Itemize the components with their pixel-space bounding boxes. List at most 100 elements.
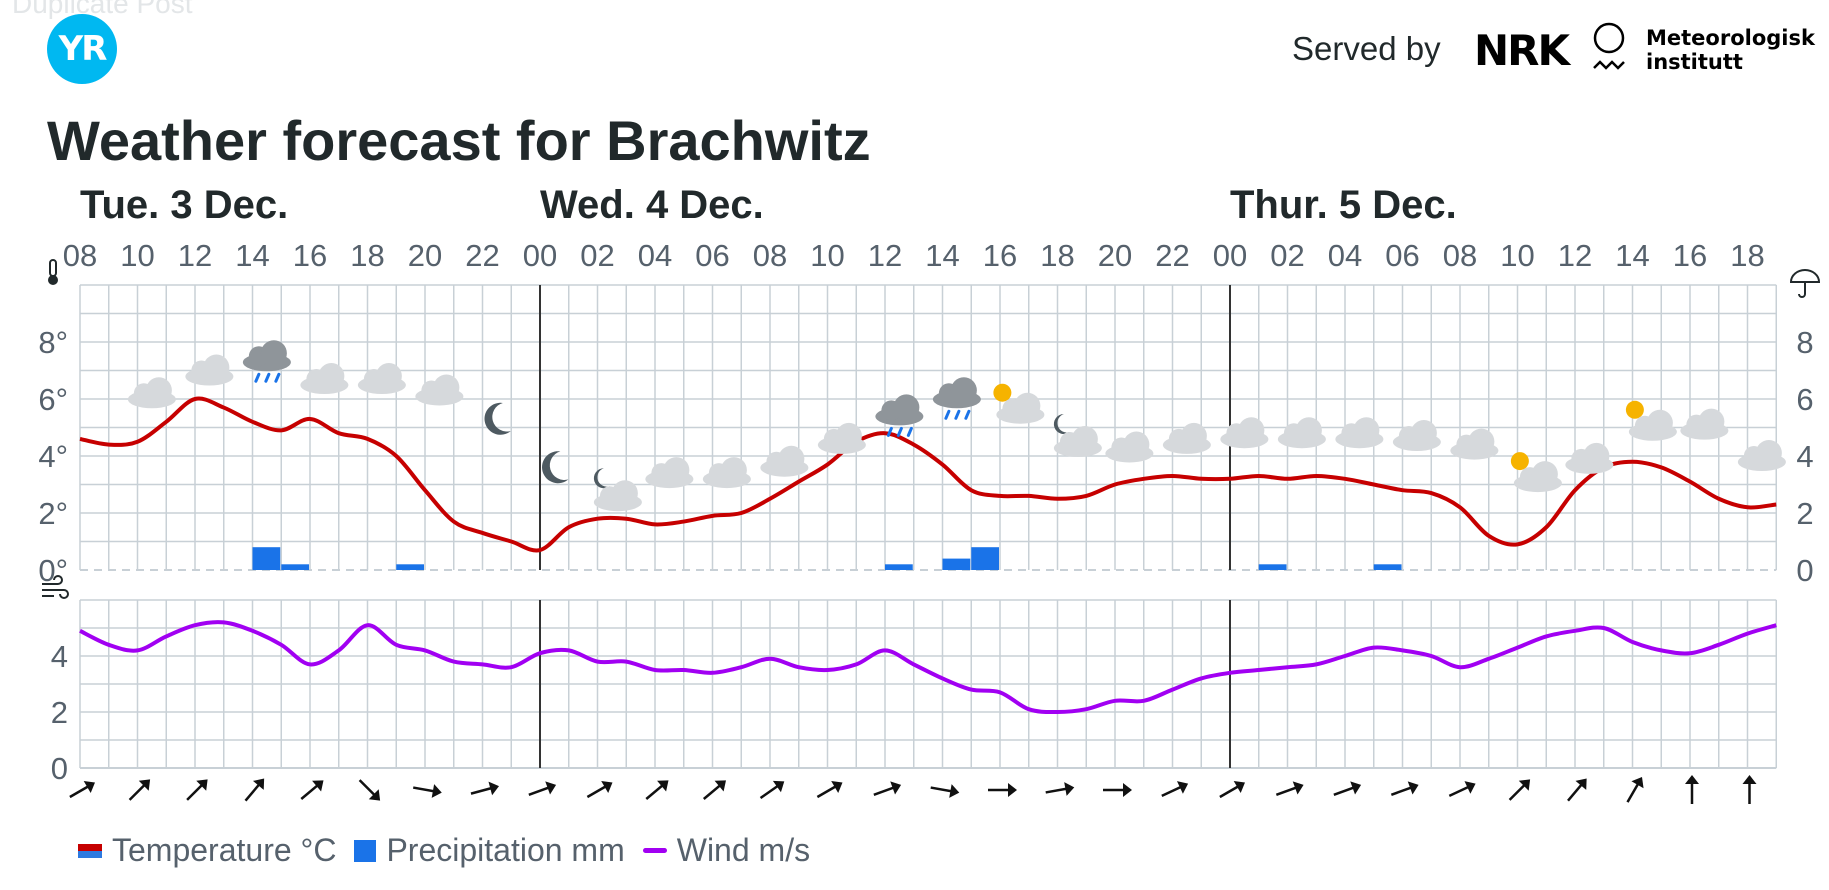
hour-tick-label: 06 [1385, 238, 1419, 273]
moon-icon [484, 402, 511, 435]
hour-tick-label: 18 [1040, 238, 1074, 273]
wind-direction-arrow [358, 779, 381, 801]
wind-direction-arrow [128, 779, 151, 801]
rain-cloud-icon [875, 394, 924, 437]
legend: Temperature °C Precipitation mm Wind m/s [78, 832, 810, 869]
wind-direction-arrow [702, 780, 726, 800]
wind-direction-arrow [1275, 781, 1304, 796]
temperature-tick-label: 0° [38, 553, 68, 588]
rain-cloud-icon [932, 377, 981, 420]
hour-tick-label: 10 [120, 238, 154, 273]
precipitation-bar [1373, 564, 1402, 570]
ghost-text: Duplicate Post [12, 0, 193, 19]
wind-direction-arrow [1448, 781, 1476, 798]
precipitation-tick-label: 0 [1796, 553, 1813, 588]
met-logo-icon[interactable] [1592, 22, 1626, 78]
cloud-icon [415, 374, 464, 406]
cloud-icon [1565, 442, 1614, 474]
nrk-logo[interactable]: NRK [1474, 26, 1570, 75]
precipitation-tick-label: 8 [1796, 325, 1813, 360]
wind-direction-arrow [1685, 775, 1699, 804]
hour-tick-label: 04 [638, 238, 672, 273]
wind-direction-arrow [1161, 781, 1189, 798]
hour-tick-label: 12 [1558, 238, 1592, 273]
legend-precipitation[interactable]: Precipitation mm [354, 832, 625, 869]
legend-precipitation-label: Precipitation mm [386, 832, 625, 868]
precipitation-tick-label: 4 [1796, 439, 1813, 474]
hour-tick-label: 16 [1673, 238, 1707, 273]
wind-tick-label: 0 [51, 751, 68, 786]
wind-direction-arrow [1103, 783, 1132, 797]
partly-sunny-icon [993, 383, 1045, 424]
wind-direction-arrow [528, 781, 557, 796]
yr-logo[interactable]: YR [47, 14, 117, 84]
precipitation-tick-label: 2 [1796, 496, 1813, 531]
day-label: Wed. 4 Dec. [540, 183, 764, 227]
hour-tick-label: 08 [63, 238, 97, 273]
wind-direction-arrow [186, 779, 208, 801]
hour-tick-label: 14 [925, 238, 959, 273]
wind-direction-arrow [1567, 778, 1587, 802]
precipitation-bar [1258, 564, 1287, 570]
wind-direction-arrow [1390, 781, 1419, 796]
cloud-icon [127, 377, 176, 409]
wind-direction-arrow [1626, 777, 1644, 803]
wind-tick-label: 2 [51, 695, 68, 730]
partly-cloudy-night-icon [1053, 414, 1102, 458]
cloud-icon [817, 422, 866, 454]
hour-tick-label: 08 [753, 238, 787, 273]
wind-direction-arrow [930, 784, 960, 798]
hour-tick-label: 18 [350, 238, 384, 273]
temperature-tick-label: 8° [38, 325, 68, 360]
partly-cloudy-night-icon [593, 468, 642, 512]
wind-swatch [642, 848, 667, 853]
hour-tick-label: 00 [523, 238, 557, 273]
wind-icon [42, 575, 69, 599]
cloud-icon [760, 445, 809, 477]
precipitation-layer [252, 547, 1402, 570]
precipitation-bar [942, 558, 971, 570]
day-label: Tue. 3 Dec. [80, 183, 288, 227]
hour-tick-label: 12 [178, 238, 212, 273]
line-layer [79, 396, 1777, 715]
cloud-icon [300, 363, 349, 395]
wind-direction-arrow [586, 780, 613, 799]
wind-direction-arrow [470, 781, 499, 796]
cloud-icon [1392, 420, 1441, 452]
hour-tick-label: 10 [810, 238, 844, 273]
cloud-icon [645, 457, 694, 489]
wind-tick-label: 4 [51, 639, 68, 674]
hour-tick-label: 02 [1270, 238, 1304, 273]
axis-layer: Tue. 3 Dec. Wed. 4 Dec. Thur. 5 Dec.08 10 12… [38, 183, 1821, 786]
wind-direction-arrow [1742, 775, 1757, 804]
thermometer-icon [48, 259, 58, 285]
temperature-line [79, 396, 1777, 553]
cloud-icon [702, 457, 751, 489]
temperature-tick-label: 4° [38, 439, 68, 474]
cloud-icon [1105, 431, 1154, 463]
hour-tick-label: 08 [1443, 238, 1477, 273]
wind-direction-arrow [816, 780, 843, 799]
wind-direction-layer [69, 775, 1757, 804]
hour-tick-label: 18 [1730, 238, 1764, 273]
cloud-icon [1162, 422, 1211, 454]
served-by-label: Served by [1292, 30, 1441, 67]
legend-wind-label: Wind m/s [676, 832, 811, 868]
legend-wind[interactable]: Wind m/s [642, 832, 811, 869]
precipitation-bar [252, 547, 281, 570]
moon-icon [541, 451, 569, 484]
legend-temperature[interactable]: Temperature °C [78, 832, 336, 869]
hour-tick-label: 16 [983, 238, 1017, 273]
hour-tick-label: 14 [235, 238, 269, 273]
cloud-icon [185, 354, 234, 386]
precipitation-bar [281, 564, 309, 570]
temperature-tick-label: 6° [38, 382, 68, 417]
partly-sunny-icon [1510, 452, 1562, 493]
umbrella-icon [1789, 269, 1821, 298]
cloud-icon [1680, 408, 1729, 440]
wind-direction-arrow [1508, 779, 1531, 801]
met-logo-text[interactable]: Meteorologisk institutt [1646, 26, 1815, 74]
wind-direction-arrow [759, 780, 785, 800]
hour-tick-label: 02 [580, 238, 614, 273]
